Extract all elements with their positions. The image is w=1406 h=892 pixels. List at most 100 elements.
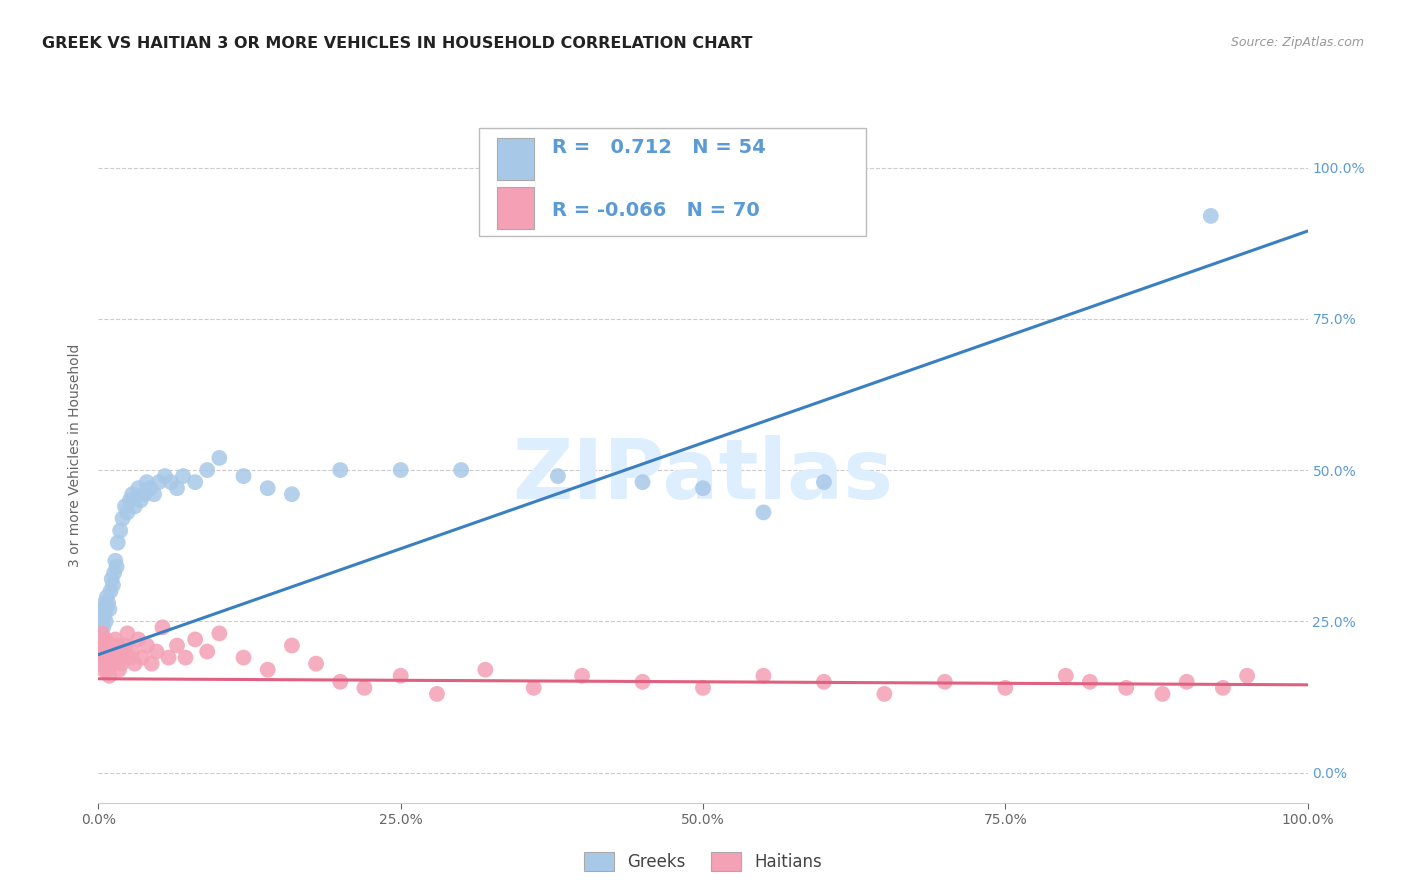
- Point: [329, 674, 352, 689]
- Point: [111, 511, 134, 525]
- Point: [141, 657, 163, 671]
- Point: [103, 644, 125, 658]
- Point: [91, 632, 114, 647]
- Point: [184, 475, 207, 490]
- Point: [1212, 681, 1234, 695]
- FancyBboxPatch shape: [479, 128, 866, 235]
- Text: GREEK VS HAITIAN 3 OR MORE VEHICLES IN HOUSEHOLD CORRELATION CHART: GREEK VS HAITIAN 3 OR MORE VEHICLES IN H…: [42, 36, 752, 51]
- Point: [104, 554, 127, 568]
- Point: [121, 644, 143, 658]
- Point: [105, 650, 128, 665]
- Point: [91, 620, 114, 634]
- Point: [100, 584, 122, 599]
- Point: [152, 620, 174, 634]
- Point: [873, 687, 896, 701]
- Point: [127, 481, 149, 495]
- Point: [353, 681, 375, 695]
- Point: [195, 463, 218, 477]
- Point: [94, 602, 117, 616]
- Point: [450, 463, 472, 477]
- Point: [97, 596, 120, 610]
- Point: [547, 469, 569, 483]
- Point: [139, 481, 162, 495]
- Text: R =   0.712   N = 54: R = 0.712 N = 54: [551, 138, 766, 157]
- Point: [256, 481, 278, 495]
- Y-axis label: 3 or more Vehicles in Household: 3 or more Vehicles in Household: [69, 343, 83, 566]
- Point: [124, 500, 146, 514]
- Point: [108, 644, 131, 658]
- Point: [166, 639, 188, 653]
- Point: [105, 559, 128, 574]
- Point: [129, 493, 152, 508]
- Point: [90, 626, 112, 640]
- Point: [523, 681, 546, 695]
- Point: [1175, 674, 1198, 689]
- Point: [93, 639, 115, 653]
- Point: [94, 650, 117, 665]
- Point: [96, 663, 118, 677]
- Point: [1199, 209, 1222, 223]
- Point: [281, 639, 304, 653]
- Text: Source: ZipAtlas.com: Source: ZipAtlas.com: [1230, 36, 1364, 49]
- Point: [97, 639, 120, 653]
- Point: [329, 463, 352, 477]
- Point: [94, 615, 117, 629]
- Point: [157, 650, 180, 665]
- Point: [90, 608, 112, 623]
- Point: [91, 644, 114, 658]
- Point: [93, 657, 115, 671]
- Point: [813, 674, 835, 689]
- Point: [1236, 669, 1258, 683]
- Point: [101, 578, 124, 592]
- Bar: [498, 138, 534, 180]
- Point: [108, 524, 131, 538]
- Point: [232, 650, 254, 665]
- Point: [571, 669, 593, 683]
- Point: [1152, 687, 1174, 701]
- Point: [101, 657, 124, 671]
- Point: [134, 487, 156, 501]
- Point: [97, 657, 120, 671]
- Point: [127, 632, 149, 647]
- Point: [94, 632, 117, 647]
- Point: [93, 596, 115, 610]
- Point: [117, 505, 139, 519]
- Point: [118, 650, 141, 665]
- Point: [96, 590, 118, 604]
- Point: [994, 681, 1017, 695]
- Point: [174, 650, 197, 665]
- Point: [90, 639, 112, 653]
- Point: [89, 620, 111, 634]
- Point: [281, 487, 304, 501]
- Point: [208, 626, 231, 640]
- Point: [103, 566, 125, 580]
- Point: [160, 475, 183, 490]
- Point: [305, 657, 328, 671]
- Point: [145, 644, 167, 658]
- Point: [474, 663, 496, 677]
- Point: [631, 475, 654, 490]
- Point: [121, 487, 143, 501]
- Point: [692, 481, 714, 495]
- Point: [184, 632, 207, 647]
- Point: [135, 639, 157, 653]
- Point: [98, 602, 121, 616]
- Point: [1115, 681, 1137, 695]
- Point: [389, 669, 412, 683]
- Point: [166, 481, 188, 495]
- Text: ZIPatlas: ZIPatlas: [513, 435, 893, 516]
- Point: [118, 493, 141, 508]
- Point: [131, 650, 153, 665]
- Point: [1078, 674, 1101, 689]
- Point: [110, 657, 132, 671]
- Point: [256, 663, 278, 677]
- Point: [813, 475, 835, 490]
- Point: [426, 687, 449, 701]
- Point: [117, 626, 139, 640]
- Point: [195, 644, 218, 658]
- Point: [148, 475, 170, 490]
- Text: R = -0.066   N = 70: R = -0.066 N = 70: [551, 201, 759, 219]
- Point: [107, 535, 129, 549]
- Point: [91, 663, 114, 677]
- Point: [89, 644, 111, 658]
